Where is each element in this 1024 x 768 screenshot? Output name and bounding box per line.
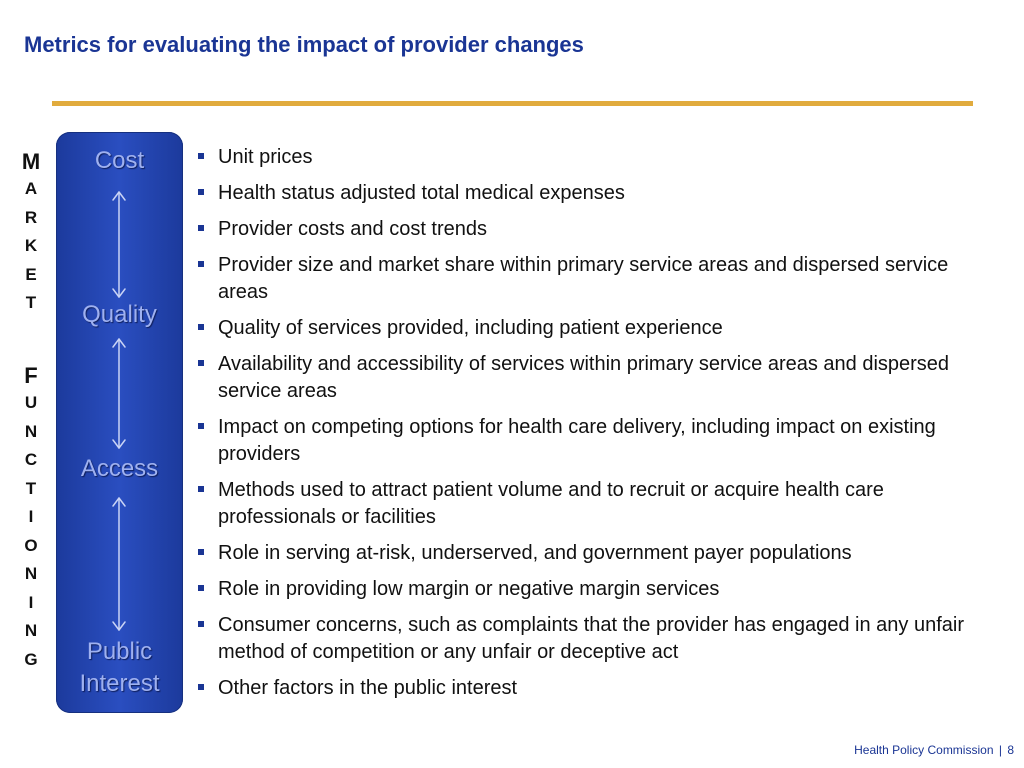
list-item: Provider size and market share within pr… bbox=[196, 252, 996, 306]
list-item-text: Provider costs and cost trends bbox=[218, 218, 488, 240]
functioning-letter: U bbox=[24, 393, 38, 412]
functioning-letter: N bbox=[24, 421, 38, 441]
list-item-text: Impact on competing options for health c… bbox=[218, 416, 936, 465]
list-item: Role in providing low margin or negative… bbox=[196, 576, 996, 603]
functioning-letter: I bbox=[28, 507, 34, 526]
list-item-text: Unit prices bbox=[218, 146, 313, 168]
metrics-list: Unit prices Health status adjusted total… bbox=[196, 144, 996, 711]
market-letter: T bbox=[25, 293, 37, 312]
dimensions-panel: Cost Quality Access Public Interest bbox=[56, 132, 183, 713]
label-public: Public bbox=[86, 638, 153, 665]
list-item: Health status adjusted total medical exp… bbox=[196, 180, 996, 207]
list-item-text: Role in providing low margin or negative… bbox=[218, 578, 720, 600]
functioning-letter: T bbox=[25, 478, 37, 498]
list-item: Impact on competing options for health c… bbox=[196, 414, 996, 468]
functioning-letter: I bbox=[28, 592, 34, 612]
list-item: Quality of services provided, including … bbox=[196, 315, 996, 342]
square-bullet-icon bbox=[198, 585, 204, 591]
market-letter: A bbox=[24, 179, 38, 198]
arrow-head-down-icon bbox=[112, 439, 126, 449]
square-bullet-icon bbox=[198, 225, 204, 231]
square-bullet-icon bbox=[198, 549, 204, 555]
footer-separator: | bbox=[998, 743, 1002, 757]
list-item-text: Consumer concerns, such as complaints th… bbox=[218, 614, 964, 663]
vertical-word-functioning: F U N C T I O N I N G bbox=[16, 363, 46, 674]
list-item: Other factors in the public interest bbox=[196, 675, 996, 702]
functioning-letter: C bbox=[24, 450, 38, 469]
square-bullet-icon bbox=[198, 153, 204, 159]
market-letter: K bbox=[24, 236, 38, 255]
list-item: Availability and accessibility of servic… bbox=[196, 351, 996, 405]
list-item: Unit prices bbox=[196, 144, 996, 171]
square-bullet-icon bbox=[198, 486, 204, 492]
label-cost: Cost bbox=[94, 147, 145, 174]
market-letter: R bbox=[24, 207, 38, 227]
arrow-head-down-icon bbox=[112, 621, 126, 631]
square-bullet-icon bbox=[198, 360, 204, 366]
market-letter: M bbox=[21, 149, 41, 174]
functioning-letter: G bbox=[24, 649, 38, 669]
page-number: 8 bbox=[1007, 743, 1014, 757]
functioning-letter: N bbox=[24, 621, 38, 640]
slide-title: Metrics for evaluating the impact of pro… bbox=[24, 32, 584, 57]
square-bullet-icon bbox=[198, 423, 204, 429]
square-bullet-icon bbox=[198, 621, 204, 627]
list-item-text: Provider size and market share within pr… bbox=[218, 254, 949, 303]
square-bullet-icon bbox=[198, 324, 204, 330]
arrow-head-down-icon bbox=[112, 288, 126, 298]
vertical-word-market: M A R K E T bbox=[16, 149, 46, 318]
list-item-text: Availability and accessibility of servic… bbox=[218, 353, 950, 402]
list-item-text: Quality of services provided, including … bbox=[218, 317, 723, 339]
label-interest: Interest bbox=[79, 670, 160, 697]
arrow-head-up-icon bbox=[112, 497, 126, 507]
list-item: Methods used to attract patient volume a… bbox=[196, 477, 996, 531]
list-item-text: Health status adjusted total medical exp… bbox=[218, 182, 625, 204]
list-item: Role in serving at-risk, underserved, an… bbox=[196, 540, 996, 567]
arrow-head-up-icon bbox=[112, 338, 126, 348]
label-access: Access bbox=[80, 455, 159, 482]
functioning-letter: F bbox=[24, 363, 38, 388]
square-bullet-icon bbox=[198, 189, 204, 195]
functioning-letter: O bbox=[24, 535, 38, 555]
list-item: Provider costs and cost trends bbox=[196, 216, 996, 243]
arrow-head-up-icon bbox=[112, 191, 126, 201]
market-letter: E bbox=[25, 264, 37, 284]
label-quality: Quality bbox=[82, 301, 157, 328]
list-item-text: Other factors in the public interest bbox=[218, 677, 518, 699]
list-item: Consumer concerns, such as complaints th… bbox=[196, 612, 996, 666]
list-item-text: Methods used to attract patient volume a… bbox=[218, 479, 884, 528]
list-item-text: Role in serving at-risk, underserved, an… bbox=[218, 542, 852, 564]
square-bullet-icon bbox=[198, 261, 204, 267]
title-divider bbox=[52, 101, 973, 106]
square-bullet-icon bbox=[198, 684, 204, 690]
double-arrows bbox=[112, 191, 126, 631]
footer: Health Policy Commission | 8 bbox=[854, 743, 1014, 757]
footer-org: Health Policy Commission bbox=[854, 743, 994, 757]
functioning-letter: N bbox=[24, 564, 38, 583]
